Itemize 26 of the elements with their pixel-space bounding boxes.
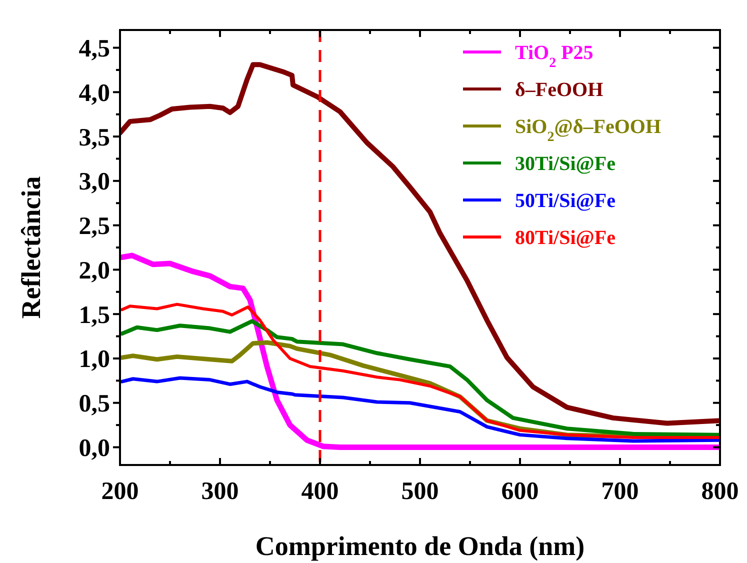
y-tick-label: 2,0 <box>78 257 110 284</box>
y-tick-label: 1,0 <box>78 346 110 374</box>
x-tick-label: 500 <box>401 478 439 505</box>
y-tick-label: 1,5 <box>78 302 110 329</box>
legend-label: SiO$_{2}$@δ–FeOOH <box>515 116 662 144</box>
legend-label: δ–FeOOH <box>515 79 604 101</box>
y-tick-label: 0,5 <box>78 390 110 418</box>
x-tick-label: 400 <box>301 478 339 505</box>
x-tick-label: 300 <box>201 478 239 505</box>
x-tick-label: 600 <box>501 478 539 505</box>
y-tick-label: 2,5 <box>78 213 110 240</box>
y-axis-title: Reflectância <box>16 176 46 319</box>
x-axis-title: Comprimento de Onda (nm) <box>255 531 585 561</box>
legend-label: TiO$_{2}$ P25 <box>515 42 594 70</box>
legend-label: 80Ti/Si@Fe <box>515 227 616 249</box>
y-tick-label: 3,0 <box>78 168 110 196</box>
legend-label: 30Ti/Si@Fe <box>515 153 616 175</box>
y-tick-label: 0,0 <box>78 434 110 462</box>
x-tick-label: 200 <box>101 478 139 505</box>
legend-label: 50Ti/Si@Fe <box>515 190 616 212</box>
y-tick-label: 4,5 <box>78 36 110 63</box>
x-tick-label: 700 <box>601 478 639 505</box>
line-series <box>120 376 720 443</box>
y-tick-label: 3,5 <box>78 124 110 152</box>
x-tick-label: 800 <box>701 478 739 505</box>
y-tick-label: 4,0 <box>78 80 110 107</box>
